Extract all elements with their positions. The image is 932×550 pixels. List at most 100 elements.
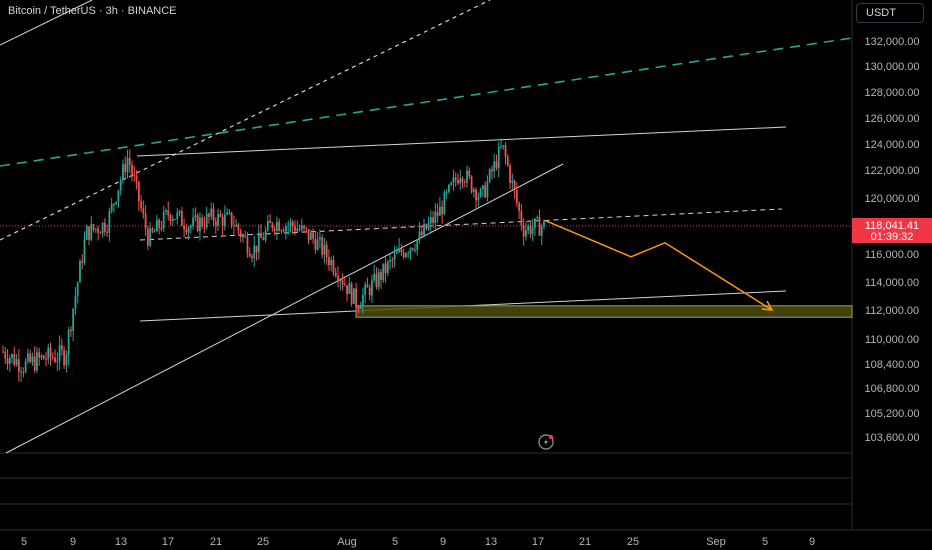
candle-body	[45, 359, 47, 361]
candle-body	[255, 245, 258, 253]
candle-body	[13, 354, 16, 365]
midline-dashed	[139, 208, 783, 241]
candle-body	[466, 170, 468, 183]
candle-body	[382, 263, 385, 280]
candle-body	[316, 239, 319, 250]
candle-body	[325, 244, 328, 258]
candle-body	[409, 248, 412, 254]
candle-body	[56, 360, 59, 362]
candle-body	[427, 223, 430, 230]
alert-icon-ring	[538, 434, 554, 450]
candle-body	[205, 213, 208, 227]
candle-body	[536, 217, 539, 219]
x-tick-label: 9	[70, 536, 76, 548]
y-tick-label: 103,600.00	[864, 432, 919, 444]
candle-body	[42, 355, 45, 360]
x-tick-label: 21	[210, 536, 222, 548]
candle-body	[108, 210, 111, 233]
x-tick-label: 17	[532, 536, 544, 548]
candle-body	[448, 184, 450, 192]
candle-body	[495, 161, 498, 168]
alert-icon[interactable]	[538, 434, 554, 450]
x-tick-label: 17	[162, 536, 174, 548]
candle-body	[47, 347, 50, 360]
candle-body	[40, 355, 43, 358]
last-price-value: 118,041.41	[865, 220, 919, 232]
candle-body	[88, 226, 90, 240]
candle-body	[337, 275, 339, 282]
candle-body	[312, 232, 315, 239]
candle-body	[481, 185, 484, 190]
projection-path	[544, 219, 773, 311]
candle-body	[443, 192, 446, 215]
candle-body	[384, 263, 387, 274]
candle-body	[280, 230, 283, 232]
candle-body	[452, 177, 455, 183]
candle-body	[509, 165, 511, 183]
candle-body	[4, 351, 7, 359]
currency-button[interactable]: USDT	[856, 3, 924, 23]
candle-body	[124, 164, 127, 172]
candle-body	[63, 349, 66, 366]
x-tick-label: 5	[762, 536, 768, 548]
candle-body	[174, 219, 176, 221]
candle-body	[167, 210, 170, 216]
x-tick-label: 21	[579, 536, 591, 548]
candle-body	[113, 203, 115, 205]
candle-body	[135, 176, 138, 182]
drawings-layer	[0, 0, 853, 454]
candle-body	[518, 203, 521, 211]
candle-body	[486, 181, 489, 198]
candle-body	[158, 219, 161, 229]
candle-body	[411, 248, 414, 250]
candle-body	[171, 219, 174, 221]
y-tick-label: 116,000.00	[865, 249, 919, 261]
candle-body	[81, 261, 84, 263]
candle-body	[160, 228, 163, 230]
candle-body	[450, 182, 453, 185]
candle-body	[99, 232, 102, 234]
candle-body	[217, 213, 219, 226]
candle-body	[425, 224, 428, 230]
candle-body	[117, 190, 120, 202]
candle-body	[199, 217, 201, 232]
candle-body	[196, 215, 199, 232]
candle-body	[506, 156, 509, 166]
time-axis[interactable]: 5 9 13 17 21 25 Aug 5 9 13 17 21 25 Sep 5 9	[21, 536, 815, 548]
candle-body	[140, 201, 142, 209]
candle-body	[529, 225, 532, 235]
candle-body	[420, 231, 423, 236]
candle-body	[391, 260, 394, 262]
y-tick-label: 112,000.00	[865, 305, 919, 317]
candle-body	[436, 211, 439, 216]
candle-body	[491, 169, 493, 172]
candle-body	[85, 226, 88, 240]
candle-body	[269, 220, 272, 224]
candle-body	[208, 213, 210, 217]
candle-body	[131, 164, 133, 175]
candle-body	[475, 189, 477, 201]
candle-body	[266, 220, 269, 231]
candle-body	[20, 371, 23, 373]
candle-body	[400, 247, 403, 253]
candle-body	[323, 244, 326, 255]
candle-body	[79, 261, 81, 283]
y-tick-label: 114,000.00	[865, 277, 919, 289]
candle-body	[343, 284, 346, 286]
ascending-trendline	[5, 163, 564, 454]
candle-body	[479, 189, 482, 197]
teal-dashed-channel	[0, 37, 853, 167]
candle-body	[246, 236, 249, 254]
candle-body	[538, 217, 541, 236]
candle-body	[273, 228, 276, 231]
x-tick-label: 5	[21, 536, 27, 548]
candle-body	[119, 180, 122, 191]
price-axis[interactable]: 132,000.00 130,000.00 128,000.00 126,000.00…	[864, 36, 919, 444]
candle-body	[22, 371, 25, 373]
candle-body	[497, 147, 500, 168]
symbol-title[interactable]: Bitcoin / TetherUS · 3h · BINANCE	[8, 5, 177, 17]
y-tick-label: 120,000.00	[864, 193, 919, 205]
overlay-layer	[544, 219, 774, 311]
candle-body	[291, 221, 294, 227]
